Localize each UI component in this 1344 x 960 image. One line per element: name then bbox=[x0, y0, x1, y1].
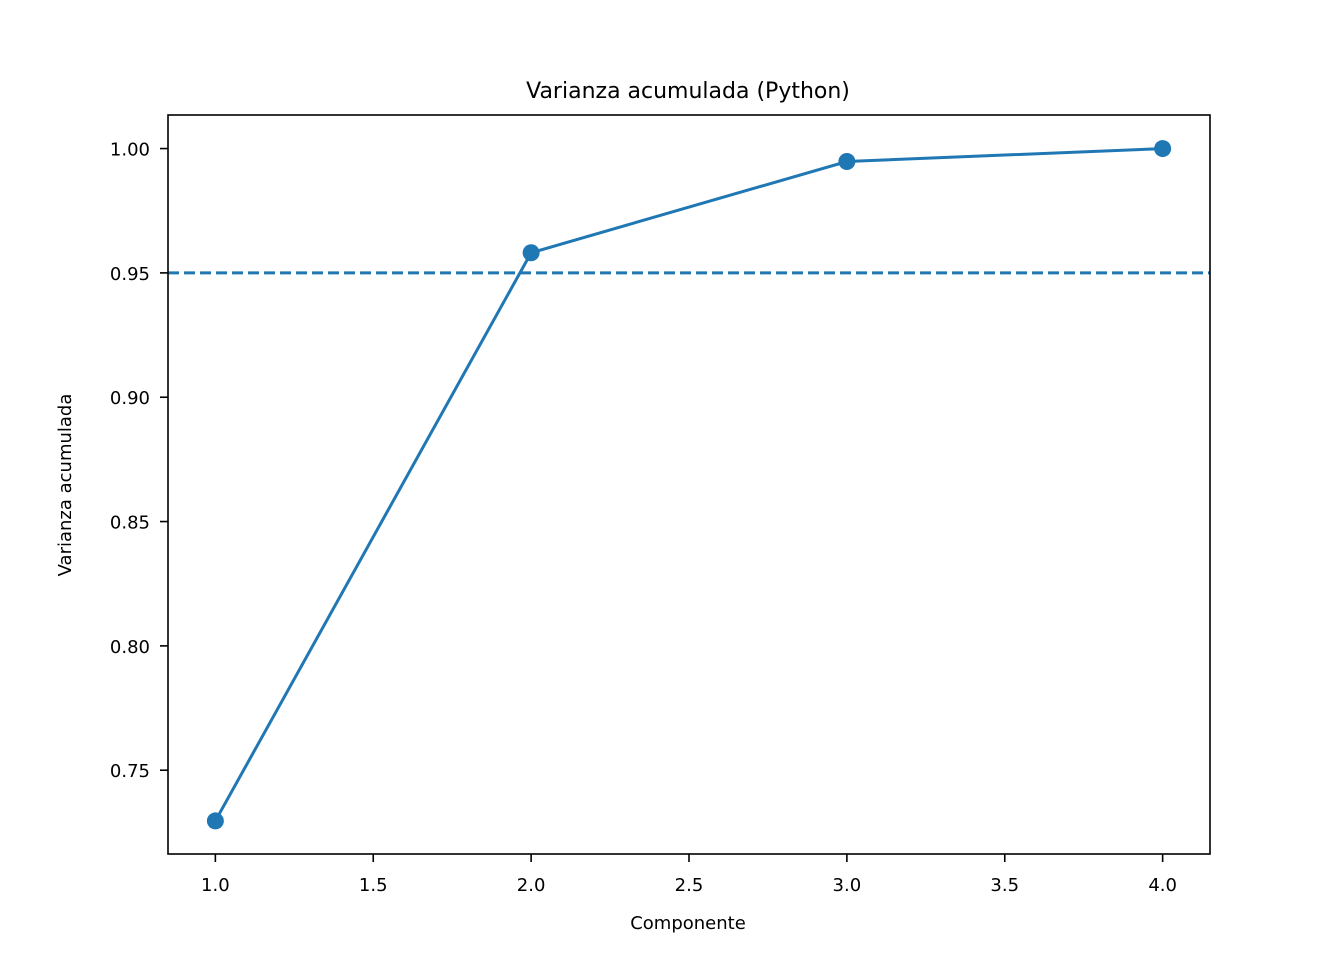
x-tick-label: 4.0 bbox=[1148, 875, 1177, 896]
x-tick-label: 1.5 bbox=[359, 875, 388, 896]
chart-title: Varianza acumulada (Python) bbox=[526, 79, 850, 104]
y-tick-label: 1.00 bbox=[110, 140, 150, 161]
plot-frame bbox=[167, 114, 1211, 855]
x-axis-label: Componente bbox=[630, 913, 746, 934]
x-tick-label: 2.5 bbox=[675, 875, 704, 896]
plot-marks: 1.0 1.5 2.0 2.5 3.0 3.5 4.0 0.75 0.80 0.85 0.90 0.9… bbox=[110, 140, 1210, 896]
x-tick-label: 1.0 bbox=[201, 875, 230, 896]
x-tick-label: 3.0 bbox=[833, 875, 862, 896]
y-tick-label: 0.95 bbox=[110, 264, 150, 285]
x-tick-label: 3.5 bbox=[990, 875, 1019, 896]
x-tick-label: 2.0 bbox=[517, 875, 546, 896]
y-axis-label: Varianza acumulada bbox=[55, 394, 76, 577]
data-point bbox=[1154, 140, 1172, 158]
series-line bbox=[214, 147, 1163, 822]
data-point bbox=[838, 152, 856, 170]
y-tick-label: 0.80 bbox=[110, 637, 150, 658]
data-point bbox=[206, 812, 224, 830]
y-tick-label: 0.85 bbox=[110, 513, 150, 534]
y-tick-label: 0.75 bbox=[110, 761, 150, 782]
data-point bbox=[522, 244, 540, 262]
y-tick-label: 0.90 bbox=[110, 388, 150, 409]
